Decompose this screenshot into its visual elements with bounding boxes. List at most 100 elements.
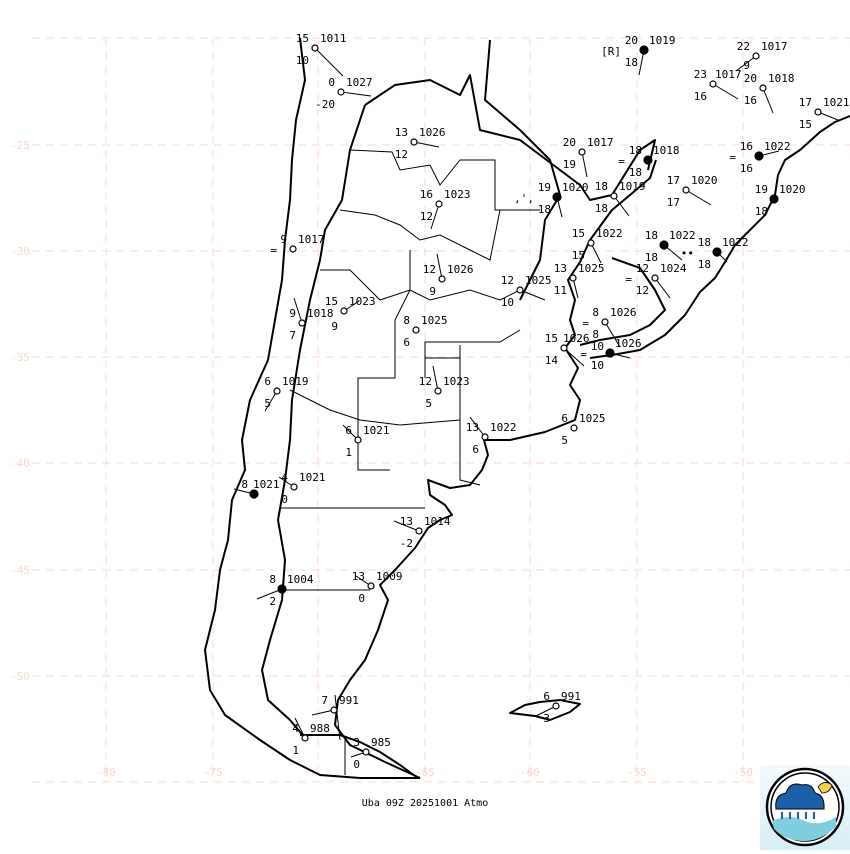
dewpoint: 0 — [358, 592, 365, 605]
station-plot[interactable]: 13 1026 12 — [395, 126, 446, 161]
station-plot[interactable]: 6 1019 5 — [264, 375, 309, 412]
sky-cover-icon — [569, 274, 577, 282]
station-plot[interactable]: 4 1021 0 — [278, 471, 326, 506]
station-plot[interactable]: 15 1022 15 — [572, 227, 623, 264]
station-plot[interactable]: 18 1022 18 — [645, 229, 696, 264]
station-plot[interactable]: 8 1021 — [233, 478, 280, 499]
station-plot[interactable]: 19 1020 18 ,', — [514, 181, 589, 218]
station-plot[interactable]: 8 1026 8= — [582, 306, 637, 348]
station-plot[interactable]: 16 1022 16 = — [729, 140, 790, 175]
temperature: 9 — [280, 233, 287, 246]
dewpoint: 11 — [554, 284, 567, 297]
sky-cover-icon — [601, 318, 609, 326]
pressure: 991 — [339, 694, 359, 707]
sky-cover-icon — [552, 702, 560, 710]
pressure: 1026 — [610, 306, 637, 319]
temperature: 13 — [352, 570, 365, 583]
station-plot[interactable]: 23 1017 16 — [694, 68, 742, 103]
pressure: 1020 — [779, 183, 806, 196]
station-plot[interactable]: 15 1011 10 — [296, 32, 347, 77]
station-plot[interactable]: 18 1018 18 = — [618, 144, 679, 179]
station-plot[interactable]: 9 1018 7 — [289, 297, 334, 342]
station-plot[interactable]: 13 1022 6 — [466, 416, 517, 456]
dewpoint: 10 — [501, 296, 514, 309]
station-plot[interactable]: 20 1018 16 — [744, 72, 795, 114]
wind-barb — [436, 253, 443, 280]
sky-cover-icon — [290, 483, 298, 491]
dewpoint: 14 — [545, 354, 559, 367]
station-plot[interactable]: 18 1022 18 •• — [681, 236, 749, 271]
station-plot[interactable]: 20 1017 19 — [563, 136, 614, 178]
temperature: 3 — [353, 736, 360, 749]
station-plot[interactable]: 10 1026 10 = — [580, 337, 641, 372]
temperature: 23 — [694, 68, 707, 81]
station-plot[interactable]: 12 1024 12 = — [625, 262, 687, 299]
station-plot[interactable]: 12 1025 10 — [501, 274, 552, 309]
pressure: 988 — [310, 722, 330, 735]
station-plot[interactable]: 16 1023 12 — [420, 188, 471, 230]
station-plot[interactable]: 3 985 0 — [350, 736, 391, 771]
pressure: 1023 — [349, 295, 376, 308]
weather-symbol: [R] — [601, 45, 621, 58]
sky-cover-icon — [415, 527, 423, 535]
station-plot[interactable]: 6 1025 5 — [561, 412, 605, 447]
pressure: 1022 — [596, 227, 623, 240]
pressure: 1026 — [615, 337, 642, 350]
station-plot[interactable]: 15 1026 14 — [545, 332, 590, 367]
station-plot[interactable]: 13 1025 11 — [554, 262, 605, 299]
pressure: 1022 — [722, 236, 749, 249]
station-plot[interactable]: 20 1019 18 [R] — [601, 34, 676, 76]
sky-cover-icon — [434, 387, 442, 395]
station-plot[interactable]: 12 1026 9 — [423, 253, 474, 298]
temperature: 6 — [345, 424, 352, 437]
latitude-label: -45 — [10, 564, 30, 577]
station-plot[interactable]: 13 1014 -2 — [393, 515, 451, 550]
station-plot[interactable]: 22 1017 9 — [735, 40, 788, 72]
temperature: 20 — [744, 72, 757, 85]
station-plot[interactable]: 13 1009 0 — [352, 570, 403, 605]
station-plot[interactable]: 4 988 1 — [292, 717, 330, 757]
pressure: 1023 — [444, 188, 471, 201]
temperature: 12 — [501, 274, 514, 287]
uruguay-brazil-coast — [589, 115, 850, 359]
pressure: 1014 — [424, 515, 451, 528]
wind-barb — [535, 705, 557, 717]
dewpoint: 18 — [698, 258, 711, 271]
dewpoint: 16 — [694, 90, 707, 103]
dewpoint: 12 — [395, 148, 408, 161]
coastlines — [204, 37, 850, 779]
station-plot[interactable]: 17 1021 15 — [799, 96, 850, 131]
temperature: 6 — [543, 690, 550, 703]
temperature: 19 — [538, 181, 551, 194]
dewpoint: 5 — [561, 434, 568, 447]
station-plot[interactable]: 0 1027 -20 — [315, 76, 372, 111]
temperature: 13 — [395, 126, 408, 139]
station-plot[interactable]: 9 1017 = — [270, 233, 324, 257]
station-plot[interactable]: 19 1020 18 — [755, 183, 806, 218]
station-plot[interactable]: 18 1019 18 — [595, 180, 646, 217]
sky-cover-icon — [277, 584, 287, 594]
wind-barb — [340, 91, 372, 97]
map-caption: Uba 09Z 20251001 Atmo — [361, 798, 489, 809]
station-plot[interactable]: 6 991 3 — [535, 690, 581, 725]
sky-cover-icon — [481, 433, 489, 441]
pressure: 1023 — [443, 375, 470, 388]
station-plot[interactable]: 7 991 — [311, 694, 359, 716]
station-plot[interactable]: 8 1004 2 — [256, 573, 314, 608]
dewpoint: 18 — [755, 205, 768, 218]
sky-cover-icon — [814, 108, 822, 116]
longitude-label: -80 — [96, 766, 116, 779]
longitude-label: -55 — [627, 766, 647, 779]
station-plot[interactable]: 17 1020 17 — [667, 174, 718, 209]
temperature: 12 — [636, 262, 649, 275]
temperature: 6 — [264, 375, 271, 388]
station-plot[interactable]: 6 1021 1 — [342, 424, 390, 459]
pressure: 1026 — [419, 126, 446, 139]
pressure: 1018 — [307, 307, 334, 320]
pressure: 1021 — [823, 96, 850, 109]
station-plot[interactable]: 15 1023 9 — [325, 295, 376, 333]
sky-cover-icon — [754, 151, 764, 161]
station-plot[interactable]: 8 1025 6 — [403, 314, 447, 349]
station-plot[interactable]: 12 1023 5 — [419, 365, 470, 410]
sky-cover-icon — [610, 192, 618, 200]
